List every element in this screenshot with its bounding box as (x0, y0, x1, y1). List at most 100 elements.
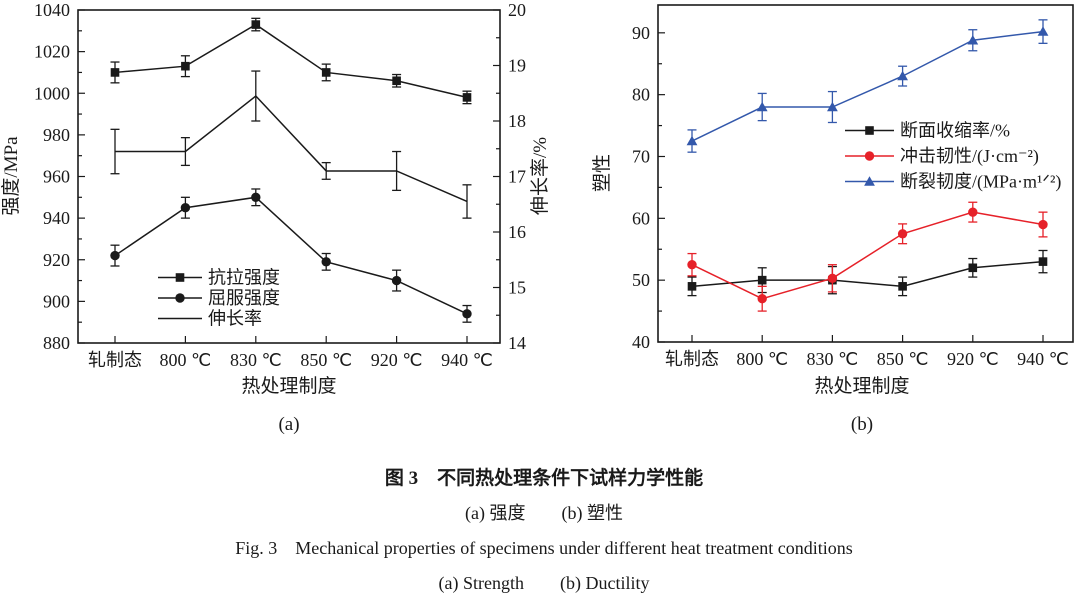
figure-caption-en: Fig. 3 Mechanical properties of specimen… (235, 538, 853, 558)
triangle-marker (1037, 26, 1049, 36)
legend-label: 断裂韧度/(MPa·m¹ᐟ²) (900, 172, 1061, 193)
category-label: 800 ℃ (736, 349, 788, 369)
legend-label: 屈服强度 (208, 288, 280, 308)
category-label: 830 ℃ (807, 349, 859, 369)
category-label: 轧制态 (665, 349, 719, 369)
legend-label: 断面收缩率/% (900, 121, 1010, 141)
charts-svg: 880 900 920 940 960 980 1000 1020 1040 14 15 16 17 18… (0, 0, 1074, 435)
category-label: 850 ℃ (877, 349, 929, 369)
circle-marker (175, 293, 185, 303)
tick-label: 880 (43, 333, 70, 353)
subplot-label: (a) (278, 414, 299, 435)
figure-caption-sub-en: (a) Strength (b) Ductility (438, 573, 650, 593)
square-marker (181, 61, 190, 71)
series-b-2 (686, 19, 1049, 153)
triangle-marker (967, 34, 979, 45)
square-marker (251, 20, 261, 29)
circle-marker (864, 151, 875, 161)
subplot-label: (b) (851, 414, 873, 435)
tick-label: 17 (508, 167, 526, 187)
y-axis-title: 强度/MPa (0, 136, 22, 216)
series-a-1 (110, 188, 472, 323)
tick-label: 960 (43, 167, 70, 187)
circle-marker (110, 250, 120, 261)
category-label: 850 ℃ (300, 350, 352, 370)
square-marker (757, 275, 767, 285)
triangle-marker (864, 176, 875, 186)
circle-marker (897, 229, 908, 239)
tick-label: 80 (632, 85, 650, 105)
square-marker (462, 93, 472, 102)
triangle-marker (897, 70, 908, 81)
tick-label: 940 (43, 208, 70, 228)
triangle-marker (827, 101, 838, 112)
circle-marker (1038, 219, 1048, 230)
category-label: 940 ℃ (1017, 349, 1069, 369)
circle-marker (827, 273, 838, 284)
category-label: 920 ℃ (947, 349, 999, 369)
square-marker (1038, 257, 1048, 266)
chart-a: 880 900 920 940 960 980 1000 1020 1040 14 15 16 17 18… (0, 0, 551, 435)
tick-label: 16 (508, 222, 526, 242)
tick-label: 20 (508, 0, 526, 20)
plot-frame (77, 9, 501, 344)
tick-label: 90 (632, 23, 650, 43)
square-marker (110, 68, 120, 77)
chart-b: 40 50 60 70 80 90 轧制态 800 ℃ 830 ℃ 850 ℃ 920 ℃ 940 ℃… (591, 4, 1074, 435)
legend-label: 冲击韧性/(J·cm⁻²) (900, 146, 1039, 167)
circle-marker (687, 260, 697, 270)
x-axis-title: 热处理制度 (814, 375, 909, 397)
circle-marker (462, 309, 472, 319)
square-marker (898, 282, 907, 291)
y-axis-right-a: 14 15 16 17 18 19 20 (493, 0, 526, 353)
circle-marker (180, 203, 191, 213)
circle-marker (757, 294, 767, 304)
plot-frame (657, 4, 1074, 343)
figure-caption-zh: 图 3 不同热处理条件下试样力学性能 (384, 468, 704, 489)
circle-marker (391, 275, 402, 286)
series-a-2 (110, 70, 472, 219)
square-marker (392, 76, 401, 86)
series-a-0 (110, 17, 472, 105)
legend-b: 断面收缩率/% 冲击韧性/(J·cm⁻²) 断裂韧度/(MPa·m¹ᐟ²) (845, 121, 1061, 193)
series-b-1 (687, 201, 1048, 312)
tick-label: 1000 (34, 83, 70, 103)
y-axis-left-b: 40 50 60 70 80 90 (632, 23, 665, 352)
tick-label: 18 (508, 111, 526, 131)
square-marker (865, 126, 874, 135)
triangle-marker (756, 101, 768, 112)
x-axis-b: 轧制态 800 ℃ 830 ℃ 850 ℃ 920 ℃ 940 ℃ (665, 335, 1069, 369)
figure-caption: 图 3 不同热处理条件下试样力学性能 (a) 强度 (b) 塑性 Fig. 3 … (0, 461, 1088, 601)
square-marker (968, 263, 978, 273)
category-label: 940 ℃ (441, 350, 493, 370)
tick-label: 70 (632, 146, 650, 166)
tick-label: 15 (508, 278, 526, 298)
square-marker (175, 273, 185, 282)
category-label: 轧制态 (88, 350, 142, 370)
tick-label: 1020 (34, 42, 70, 62)
tick-label: 19 (508, 56, 526, 76)
y-axis-left-a: 880 900 920 940 960 980 1000 1020 1040 (34, 0, 85, 353)
circle-marker (251, 192, 261, 203)
tick-label: 980 (43, 125, 70, 145)
triangle-marker (686, 135, 698, 146)
square-marker (321, 68, 331, 77)
tick-label: 40 (632, 332, 650, 352)
category-label: 800 ℃ (160, 350, 212, 370)
x-axis-a: 轧制态 800 ℃ 830 ℃ 850 ℃ 920 ℃ 940 ℃ (88, 336, 493, 370)
tick-label: 1040 (34, 0, 70, 20)
y2-axis-title: 伸长率/% (529, 137, 551, 215)
circle-marker (321, 257, 331, 267)
x-axis-title: 热处理制度 (241, 375, 336, 397)
y-axis-title: 塑性 (591, 154, 613, 192)
tick-label: 50 (632, 270, 650, 290)
tick-label: 60 (632, 208, 650, 228)
circle-marker (968, 207, 978, 217)
legend-label: 伸长率 (208, 309, 262, 329)
tick-label: 920 (43, 250, 70, 270)
tick-label: 14 (508, 333, 526, 353)
legend-label: 抗拉强度 (208, 268, 280, 288)
category-label: 830 ℃ (230, 350, 282, 370)
